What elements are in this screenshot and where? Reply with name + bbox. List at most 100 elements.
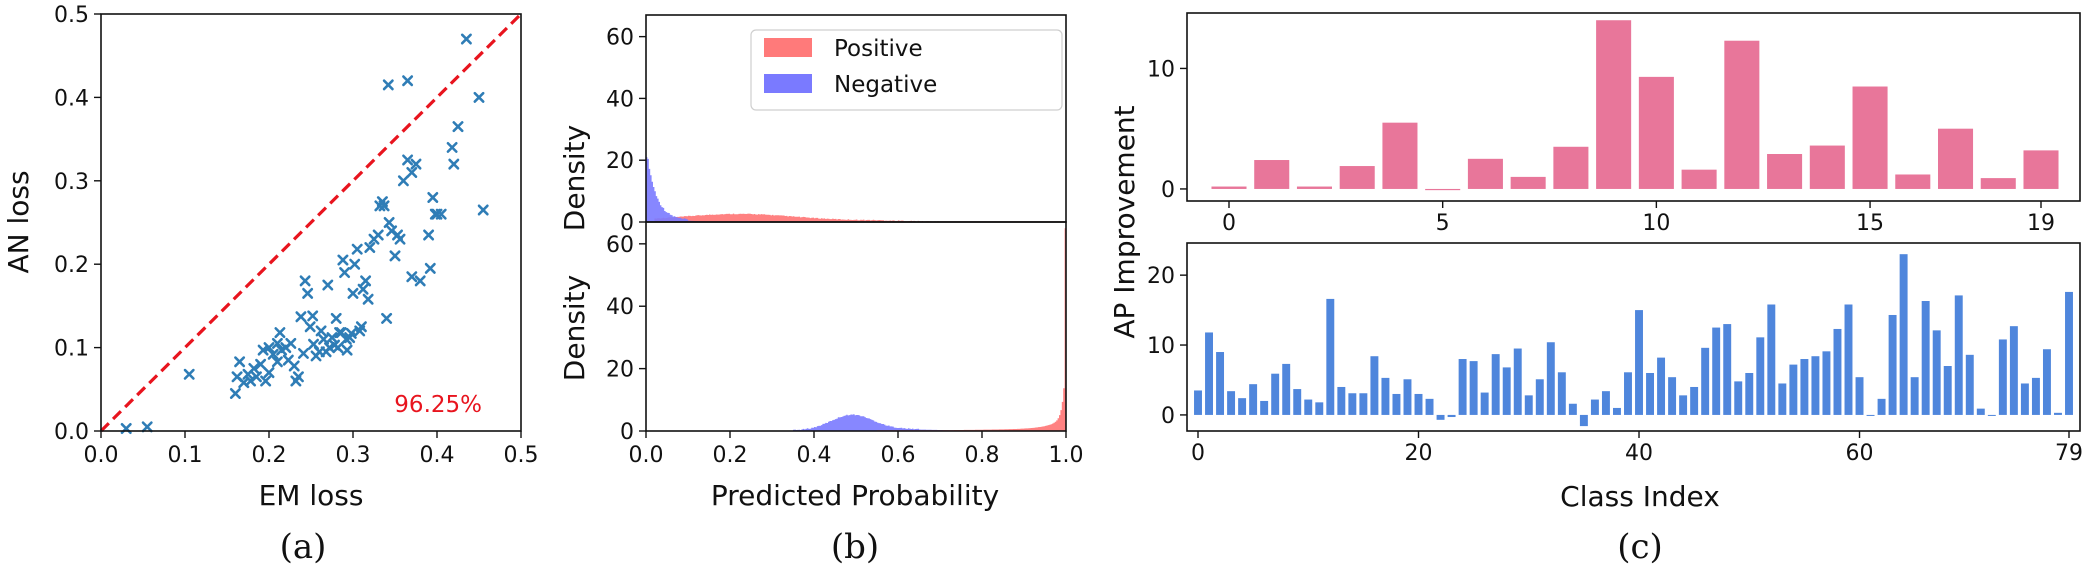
y-tick-label: 0 [620, 420, 634, 445]
bar [1976, 408, 1985, 415]
y-tick-label: 60 [606, 233, 634, 258]
bar [2031, 377, 2040, 415]
x-tick-label: 15 [1856, 211, 1884, 236]
bar [1844, 304, 1853, 415]
scatter-point [446, 141, 458, 153]
scatter-point [260, 375, 272, 387]
bar [1579, 414, 1588, 427]
scatter-point [406, 166, 418, 178]
bar [1194, 390, 1202, 415]
y-tick-label: 20 [606, 149, 634, 174]
bar [1502, 367, 1511, 415]
scatter-point [332, 342, 344, 354]
bar [1337, 386, 1346, 415]
y-ticks-a: 0.0 0.1 0.2 0.3 0.4 0.5 [54, 3, 101, 445]
bar [1612, 407, 1621, 415]
scatter-point [378, 200, 390, 212]
axes-frame-b-bottom [645, 221, 1067, 432]
y-axis-label-c: AP Improvement [1108, 105, 1141, 338]
x-axis-label-a: EM loss [259, 479, 364, 512]
scatter-point [382, 79, 394, 91]
scatter-point [257, 344, 269, 356]
axes-frame-c-bottom [1186, 242, 2081, 432]
scatter-point [255, 358, 267, 370]
scatter-point [406, 271, 418, 283]
scatter-point [292, 371, 304, 383]
x-tick-label: 79 [2055, 441, 2083, 466]
caption-c: (c) [1617, 527, 1663, 567]
y-tick-label: 0 [1161, 178, 1175, 203]
bar [1513, 348, 1522, 415]
bar [1568, 403, 1577, 415]
y-tick-label: 0.3 [54, 170, 89, 195]
bar [1895, 174, 1931, 189]
scatter-point [141, 421, 153, 433]
scatter-point [307, 310, 319, 322]
bottom-negative-histogram [646, 414, 1066, 431]
y-tick-label: 0.0 [54, 420, 89, 445]
scatter-point [414, 275, 426, 287]
scatter-point [299, 275, 311, 287]
bar [1938, 128, 1974, 189]
bar [1800, 359, 1809, 415]
legend-swatch-negative [764, 74, 812, 93]
bar [1348, 393, 1357, 415]
y-axis-label-b-bottom: Density [558, 275, 591, 381]
x-tick-label: 40 [1625, 441, 1653, 466]
bar [1315, 402, 1324, 415]
bar [1866, 414, 1875, 416]
bar [1965, 354, 1974, 415]
bar [1954, 295, 1963, 415]
x-axis-label-c: Class Index [1560, 480, 1720, 513]
x-tick-label: 0.0 [84, 443, 119, 468]
scatter-point [271, 356, 283, 368]
scatter-panel-a: 0.0 0.1 0.2 0.3 0.4 0.5 0.0 0.1 0.2 0.3 0.4 0.5 96… [2, 3, 539, 567]
bar [1293, 389, 1302, 415]
scatter-point [337, 254, 349, 266]
scatter-point [394, 233, 406, 245]
bar [2054, 412, 2062, 415]
scatter-points [120, 33, 489, 434]
scatter-point [288, 360, 300, 372]
bar [1668, 377, 1677, 415]
bar [1467, 158, 1503, 189]
bar [1712, 327, 1721, 415]
caption-a: (a) [280, 527, 327, 567]
bar [1381, 377, 1390, 415]
scatter-point [183, 368, 195, 380]
axes-frame-a [100, 13, 522, 432]
bar [1546, 342, 1555, 415]
scatter-point [322, 279, 334, 291]
bar [1359, 393, 1368, 415]
bar [1382, 122, 1418, 189]
bar [1833, 328, 1842, 415]
scatter-point [345, 327, 357, 339]
y-tick-label: 40 [606, 87, 634, 112]
diagonal-reference-line [99, 12, 523, 433]
bar [1296, 186, 1332, 189]
bar [1646, 372, 1655, 415]
x-axis-label-b: Predicted Probability [711, 479, 999, 512]
bar [1701, 347, 1710, 415]
bar [1458, 359, 1467, 415]
scatter-point [285, 337, 297, 349]
scatter-point [473, 91, 485, 103]
bar [1553, 146, 1589, 189]
bar [1392, 393, 1401, 415]
x-tick-label: 0.6 [881, 443, 916, 468]
bar [1596, 20, 1632, 189]
scatter-point [423, 229, 435, 241]
bar [1436, 414, 1445, 420]
bar [1852, 86, 1888, 189]
y-tick-label: 0.2 [54, 253, 89, 278]
scatter-point [410, 158, 422, 170]
x-tick-label: 0 [1222, 211, 1236, 236]
bar [1249, 384, 1258, 415]
scatter-point [448, 158, 460, 170]
bar [1987, 414, 1996, 416]
bar [1657, 357, 1666, 415]
scatter-point [424, 262, 436, 274]
histogram-panel-b: 0.0 0.2 0.4 0.6 0.8 1.0 0 20 40 60 0 20 40 60 Posit… [558, 14, 1084, 567]
percentage-annotation: 96.25% [394, 392, 482, 418]
